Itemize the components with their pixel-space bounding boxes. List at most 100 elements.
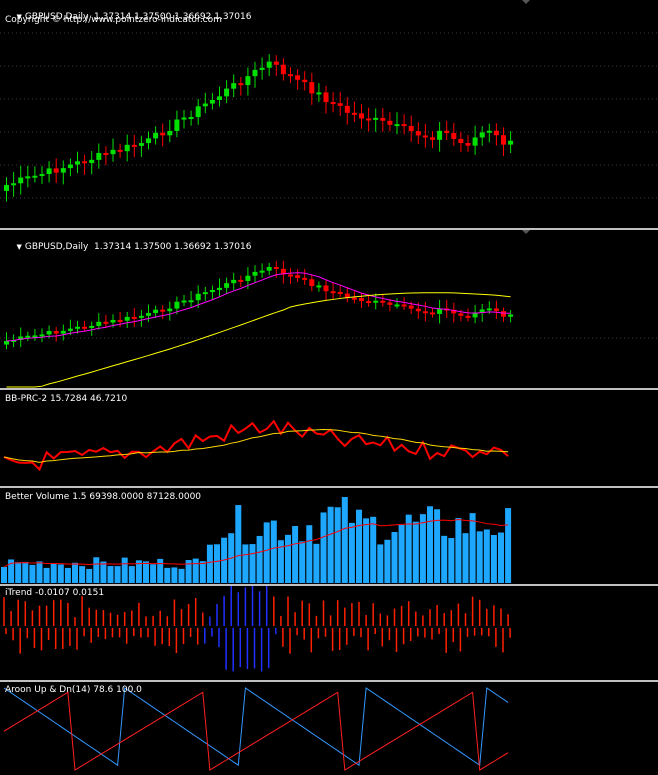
volume-bar bbox=[341, 497, 348, 583]
volume-bar bbox=[469, 513, 476, 583]
volume-bar bbox=[313, 543, 320, 583]
candle-body bbox=[252, 69, 258, 77]
candle-body bbox=[181, 117, 187, 120]
candle-body bbox=[32, 335, 38, 338]
candle-body bbox=[67, 164, 73, 169]
prc-line bbox=[3, 419, 509, 472]
candlestick-chart-2[interactable] bbox=[0, 230, 658, 388]
price-pane-2[interactable]: ▼ GBPUSD,Daily 1.37314 1.37500 1.36692 1.… bbox=[0, 230, 658, 388]
itrend-chart[interactable] bbox=[0, 586, 658, 680]
candle-body bbox=[273, 266, 279, 269]
volume-bar bbox=[370, 516, 377, 583]
candle-body bbox=[366, 301, 372, 304]
candle-body bbox=[181, 300, 187, 303]
candle-body bbox=[153, 132, 159, 139]
candle-body bbox=[238, 279, 244, 282]
candle-body bbox=[288, 74, 293, 77]
candle-body bbox=[493, 308, 499, 312]
volume-bar bbox=[419, 514, 426, 583]
volume-bar bbox=[377, 544, 384, 583]
aroon-label: Aroon Up & Dn(14) 78.6 100.0 bbox=[5, 685, 142, 695]
aroon-pane[interactable]: Aroon Up & Dn(14) 78.6 100.0 bbox=[0, 682, 658, 775]
pane-separator[interactable] bbox=[0, 228, 658, 230]
pane-separator[interactable] bbox=[0, 680, 658, 682]
candle-body bbox=[124, 316, 130, 321]
candle-body bbox=[351, 297, 357, 300]
volume-bar bbox=[178, 568, 185, 583]
price-pane-2-label: ▼ GBPUSD,Daily 1.37314 1.37500 1.36692 1.… bbox=[5, 232, 251, 262]
candle-body bbox=[25, 335, 31, 338]
volume-bar bbox=[249, 544, 256, 583]
candlestick-chart-1[interactable] bbox=[0, 0, 658, 228]
candle-body bbox=[209, 100, 215, 104]
volume-bar bbox=[29, 564, 36, 583]
candle-body bbox=[401, 124, 407, 127]
candle-body bbox=[174, 119, 180, 131]
candle-body bbox=[359, 113, 364, 119]
candle-body bbox=[238, 83, 244, 86]
candle-body bbox=[160, 132, 166, 136]
candle-body bbox=[408, 125, 414, 132]
candle-body bbox=[231, 83, 237, 89]
candle-body bbox=[75, 326, 80, 329]
candle-body bbox=[131, 316, 137, 319]
candle-body bbox=[60, 168, 66, 173]
volume-bar bbox=[171, 567, 178, 583]
candle-body bbox=[302, 277, 308, 280]
volume-bar bbox=[114, 566, 121, 583]
itrend-pane[interactable]: iTrend -0.0107 0.0151 bbox=[0, 586, 658, 680]
candle-body bbox=[337, 291, 343, 294]
aroon-chart[interactable] bbox=[0, 682, 658, 775]
candle-body bbox=[266, 266, 272, 271]
pane-corner-marker-icon bbox=[522, 0, 530, 4]
candle-body bbox=[444, 130, 450, 134]
pane-separator[interactable] bbox=[0, 388, 658, 390]
volume-bar bbox=[100, 561, 107, 583]
aroon-down-line bbox=[3, 691, 509, 771]
candle-body bbox=[408, 305, 414, 309]
copyright-text: Copyright © http://www.pointzero-indicat… bbox=[5, 15, 222, 25]
candle-body bbox=[131, 144, 137, 147]
volume-bar bbox=[427, 506, 433, 583]
symbol-ohlc-text: GBPUSD,Daily 1.37314 1.37500 1.36692 1.3… bbox=[24, 12, 252, 22]
candle-body bbox=[501, 135, 506, 145]
candle-body bbox=[18, 177, 24, 184]
volume-bar bbox=[356, 509, 362, 583]
candle-body bbox=[82, 326, 88, 329]
bb-prc-pane[interactable]: BB-PRC-2 15.7284 46.7210 bbox=[0, 390, 658, 486]
candle-body bbox=[146, 138, 151, 144]
candle-body bbox=[96, 321, 102, 326]
candle-body bbox=[394, 304, 400, 307]
candle-body bbox=[18, 336, 24, 340]
volume-bar bbox=[505, 508, 512, 583]
symbol-ohlc-text: GBPUSD,Daily 1.37314 1.37500 1.36692 1.3… bbox=[24, 242, 252, 252]
candle-body bbox=[437, 130, 443, 140]
volume-bar bbox=[199, 561, 206, 583]
candle-body bbox=[359, 298, 364, 302]
volume-bar bbox=[270, 520, 277, 583]
candle-body bbox=[252, 271, 258, 276]
candle-body bbox=[387, 302, 393, 305]
aroon-up-line bbox=[3, 687, 509, 767]
candle-body bbox=[323, 285, 329, 292]
volume-bar bbox=[405, 514, 412, 583]
candle-body bbox=[316, 92, 322, 95]
price-pane-1[interactable]: ▼ GBPUSD,Daily 1.37314 1.37500 1.36692 1.… bbox=[0, 0, 658, 228]
better-volume-chart[interactable] bbox=[0, 488, 658, 584]
volume-bar bbox=[348, 522, 355, 583]
candle-body bbox=[231, 279, 237, 284]
bb-prc-chart[interactable] bbox=[0, 390, 658, 486]
volume-bar bbox=[391, 531, 398, 583]
candle-body bbox=[4, 340, 9, 345]
candle-body bbox=[337, 103, 343, 106]
candle-body bbox=[330, 291, 336, 294]
pane-separator[interactable] bbox=[0, 486, 658, 488]
candle-body bbox=[486, 130, 492, 133]
better-volume-pane[interactable]: Better Volume 1.5 69398.0000 87128.0000 bbox=[0, 488, 658, 584]
candle-body bbox=[202, 292, 208, 295]
pane-separator[interactable] bbox=[0, 584, 658, 586]
candle-body bbox=[508, 140, 514, 145]
candle-body bbox=[46, 331, 52, 335]
volume-bar bbox=[50, 563, 57, 583]
candle-body bbox=[280, 268, 286, 275]
